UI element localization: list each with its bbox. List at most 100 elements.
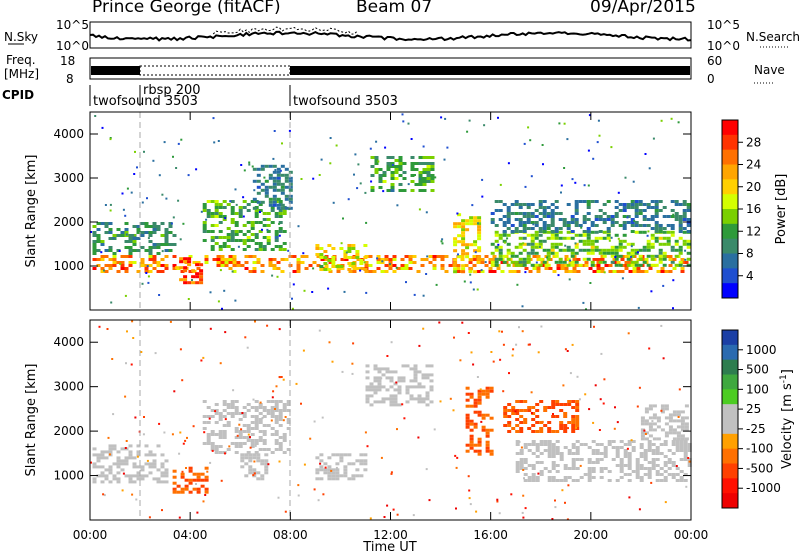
data-cell [571,418,576,421]
data-cell [148,465,153,469]
data-cell [542,221,547,224]
data-cell [551,452,556,455]
noise-cell [476,376,479,378]
data-cell [551,403,556,406]
data-cell [596,261,601,264]
noise-cell [303,289,306,292]
noise-cell [249,436,251,439]
data-cell [320,258,325,261]
data-cell [278,227,283,230]
data-cell [331,471,336,475]
noise-cell [359,182,362,185]
data-cell [335,265,340,268]
data-cell [547,406,552,409]
data-cell [426,162,431,165]
data-cell [160,453,165,457]
data-cell [538,203,543,206]
noise-cell [569,372,572,375]
data-cell [560,264,565,267]
data-cell [92,234,97,237]
data-cell [642,209,647,212]
data-cell [374,159,379,162]
data-cell [481,416,486,420]
noise-cell [329,137,332,139]
data-cell [430,156,435,159]
data-cell [656,419,661,423]
data-cell [530,263,535,267]
noise-cell [178,516,181,519]
noise-cell [422,294,425,297]
data-cell [650,218,655,221]
data-cell [595,458,600,461]
data-cell [686,251,691,255]
data-cell [216,261,221,264]
data-cell [148,231,153,234]
noise-cell [599,398,602,401]
data-cell [428,261,433,264]
data-cell [676,410,681,414]
data-cell [202,203,207,206]
data-cell [343,250,348,253]
noise-cell [313,488,316,491]
data-cell [136,450,141,454]
noise-cell [496,500,499,503]
colorbar-swatch [722,359,738,375]
data-cell [562,224,567,227]
data-cell [368,270,373,273]
data-cell [278,418,283,421]
data-cell [574,260,579,264]
data-cell [258,245,263,248]
data-cell [546,248,551,252]
noise-cell [672,213,675,216]
data-cell [124,231,129,234]
data-cell [518,206,523,209]
data-cell [355,468,360,472]
noise-cell [195,168,198,171]
data-cell [378,180,383,183]
data-cell [210,215,215,218]
data-cell [288,197,293,201]
noise-cell [452,409,455,412]
colorbar-swatch [722,253,738,269]
data-cell [327,474,332,478]
velocity-ylabel: Slant Range [km] [24,364,39,477]
data-cell [490,251,495,255]
data-cell [658,254,663,258]
data-cell [523,443,528,446]
data-cell [264,471,269,475]
data-cell [626,221,631,224]
data-cell [485,386,490,390]
noise-cell [632,180,635,183]
data-cell [262,448,267,451]
noise-cell [530,175,533,178]
data-cell [575,458,580,461]
noise-cell [236,434,239,437]
data-cell [552,270,557,273]
data-cell [575,452,580,455]
data-cell [506,209,511,212]
data-cell [566,230,571,234]
data-cell [216,258,221,261]
data-cell [574,212,579,215]
data-cell [373,391,378,395]
noise-cell [652,137,655,140]
noise-cell [521,305,524,308]
data-cell [672,437,677,441]
data-cell [638,212,643,215]
noise-cell [664,501,667,504]
power-ylabel: Slant Range [km] [24,155,39,268]
data-cell [240,465,245,469]
data-cell [485,392,490,396]
data-cell [210,224,215,227]
data-cell [284,173,289,177]
n-tick-left-low: 10^0 [56,39,89,53]
data-cell [664,416,669,420]
data-cell [224,264,229,267]
data-cell [230,248,235,251]
data-cell [260,200,265,204]
data-cell [519,452,524,455]
data-cell [658,224,663,227]
noise-cell [332,201,335,204]
data-cell [567,449,572,452]
data-cell [347,262,352,265]
